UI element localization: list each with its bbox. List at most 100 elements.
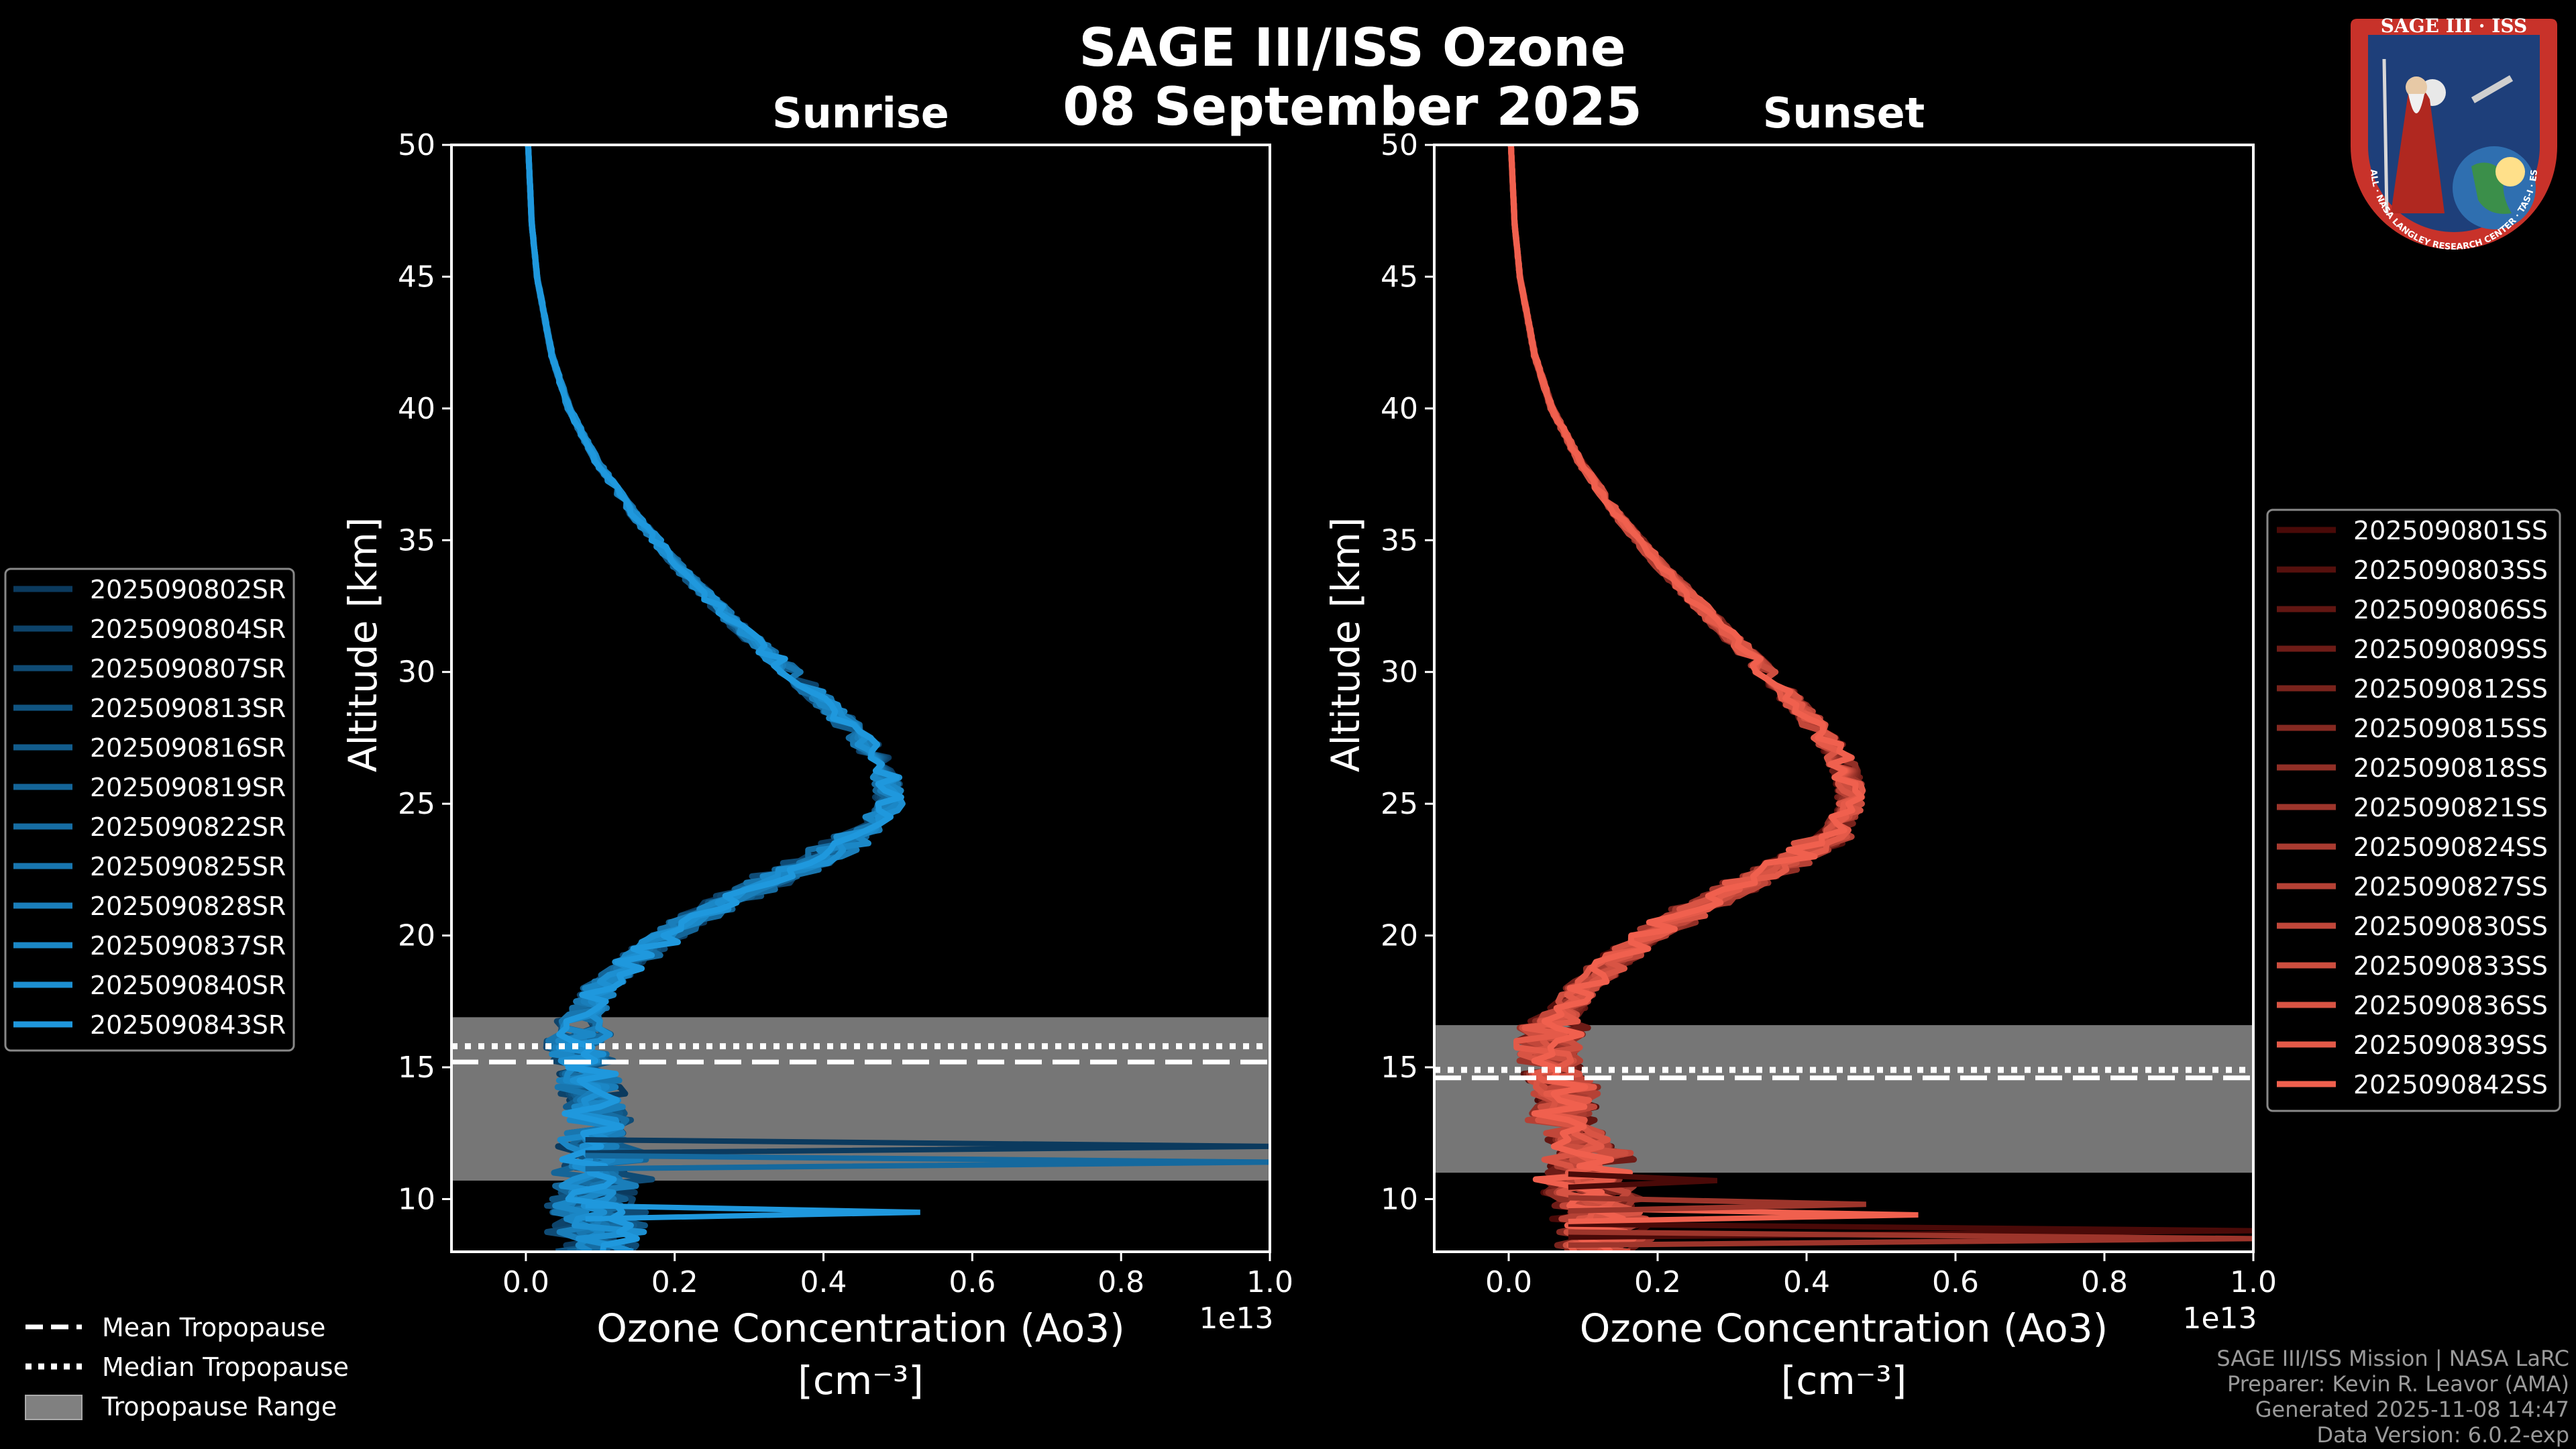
sunset-ytick-label: 15 <box>1381 1051 1418 1085</box>
legend-label-2025090827SS: 2025090827SS <box>2353 872 2548 902</box>
median-tropopause-label: Median Tropopause <box>102 1352 349 1382</box>
footer-data-version: Data Version: 6.0.2-exp <box>2316 1422 2569 1448</box>
legend-label-2025090830SS: 2025090830SS <box>2353 912 2548 941</box>
sunset-xlabel: Ozone Concentration (Ao3) <box>1580 1305 2108 1351</box>
sunset-spike-3 <box>1568 1171 1717 1190</box>
sunrise-ytick-label: 10 <box>398 1182 435 1216</box>
legend-label-2025090833SS: 2025090833SS <box>2353 951 2548 981</box>
sunrise-ytick-label: 45 <box>398 260 435 294</box>
footer-preparer: Preparer: Kevin R. Leavor (AMA) <box>2227 1371 2569 1397</box>
legend-label-2025090824SS: 2025090824SS <box>2353 833 2548 862</box>
sunset-xtick-label: 0.6 <box>1932 1265 1979 1299</box>
sunrise-xtick-label: 0.8 <box>1097 1265 1144 1299</box>
sunset-axes-frame <box>1433 144 2255 1253</box>
sunrise-legend-frame <box>4 568 295 1052</box>
sunset-xtick-label: 0.2 <box>1634 1265 1681 1299</box>
legend-label-2025090825SR: 2025090825SR <box>90 852 286 881</box>
footer: SAGE III/ISS Mission | NASA LaRC Prepare… <box>2216 1346 2569 1448</box>
legend-label-2025090843SR: 2025090843SR <box>90 1010 286 1040</box>
iss-icon <box>2471 75 2514 103</box>
sunrise-ylabel: Altitude [km] <box>340 517 386 772</box>
sunrise-spike-2 <box>585 1203 920 1222</box>
legend-label-2025090809SS: 2025090809SS <box>2353 635 2548 664</box>
sunrise-ytick-label: 40 <box>398 392 435 426</box>
sunrise-xtick-label: 0.0 <box>502 1265 549 1299</box>
legend-label-2025090806SS: 2025090806SS <box>2353 595 2548 625</box>
legend-label-2025090804SR: 2025090804SR <box>90 614 286 644</box>
sun-icon <box>2496 157 2525 186</box>
sunrise-legend: 2025090802SR 2025090804SR 2025090807SR 2025… <box>4 568 295 1052</box>
sunset-xlabel-units: [cm⁻³] <box>1781 1358 1907 1403</box>
sunrise-xtick-label: 0.6 <box>949 1265 996 1299</box>
sunset-ytick-label: 50 <box>1381 128 1418 162</box>
legend-label-2025090803SS: 2025090803SS <box>2353 555 2548 585</box>
legend-label-2025090821SS: 2025090821SS <box>2353 793 2548 822</box>
sage-iii-iss-logo: SAGE III · ISS BALL · NASA LANGLEY RESEA… <box>2344 12 2557 252</box>
sunset-ytick-label: 10 <box>1381 1182 1418 1216</box>
legend-label-2025090828SR: 2025090828SR <box>90 892 286 921</box>
wizard-face-icon <box>2406 76 2427 98</box>
sunrise-xtick-label: 1.0 <box>1246 1265 1293 1299</box>
series-2025090843SR <box>525 145 904 1252</box>
sunset-ytick-label: 40 <box>1381 392 1418 426</box>
sunset-xtick-label: 1.0 <box>2230 1265 2277 1299</box>
footer-mission: SAGE III/ISS Mission | NASA LaRC <box>2216 1346 2569 1371</box>
legend-label-2025090816SR: 2025090816SR <box>90 733 286 763</box>
sunrise-spike-1 <box>585 1152 1270 1172</box>
sunset-panel-title: Sunset <box>1763 89 1925 138</box>
sunrise-panel: 0.0 0.2 0.4 0.6 0.8 1.0 10 15 20 25 30 35 40 45 50 Sunr… <box>340 89 1293 1403</box>
sunset-spike-4 <box>1568 1195 1866 1214</box>
sunset-legend: 2025090801SS 2025090803SS 2025090806SS 2025… <box>2266 508 2561 1112</box>
legend-label-2025090837SR: 2025090837SR <box>90 931 286 961</box>
legend-label-2025090822SR: 2025090822SR <box>90 812 286 842</box>
sunset-ytick-label: 20 <box>1381 919 1418 953</box>
sunrise-xtick-label: 0.2 <box>651 1265 698 1299</box>
sunrise-x-multiplier: 1e13 <box>1199 1301 1273 1336</box>
wizard-beard-icon <box>2408 94 2424 113</box>
figure-date: 08 September 2025 <box>1063 77 1642 138</box>
sunset-panel: 0.0 0.2 0.4 0.6 0.8 1.0 10 15 20 25 30 35 40 45 50 Suns… <box>1323 89 2277 1403</box>
sunrise-ytick-label: 30 <box>398 655 435 690</box>
sunrise-axes-frame <box>450 144 1271 1253</box>
sunset-spike-1 <box>1568 1229 2253 1248</box>
legend-label-2025090840SR: 2025090840SR <box>90 971 286 1000</box>
legend-label-2025090812SS: 2025090812SS <box>2353 674 2548 704</box>
sunrise-xlabel: Ozone Concentration (Ao3) <box>596 1305 1125 1351</box>
sunset-ytick-label: 25 <box>1381 787 1418 821</box>
footer-generated: Generated 2025-11-08 14:47 <box>2255 1397 2569 1422</box>
legend-label-2025090819SR: 2025090819SR <box>90 773 286 802</box>
sunset-legend-frame <box>2266 508 2561 1112</box>
sunset-ytick-label: 30 <box>1381 655 1418 690</box>
mean-tropopause-label: Mean Tropopause <box>102 1313 325 1342</box>
legend-label-2025090813SR: 2025090813SR <box>90 694 286 723</box>
tropopause-legend: Mean Tropopause Median Tropopause Tropop… <box>25 1313 349 1421</box>
legend-label-2025090836SS: 2025090836SS <box>2353 991 2548 1020</box>
sunrise-ytick-label: 15 <box>398 1051 435 1085</box>
sunrise-profiles <box>525 145 1270 1252</box>
sunrise-xlabel-units: [cm⁻³] <box>798 1358 924 1403</box>
logo-title: SAGE III · ISS <box>2381 15 2527 37</box>
sunrise-spike-0 <box>585 1137 1270 1156</box>
sunset-xtick-label: 0.4 <box>1783 1265 1830 1299</box>
sunset-ytick-label: 45 <box>1381 260 1418 294</box>
legend-label-2025090815SS: 2025090815SS <box>2353 714 2548 743</box>
tropopause-range-swatch <box>25 1395 83 1420</box>
sunset-xtick-label: 0.8 <box>2081 1265 2128 1299</box>
sunset-xtick-label: 0.0 <box>1485 1265 1532 1299</box>
legend-label-2025090801SS: 2025090801SS <box>2353 516 2548 545</box>
sunrise-xtick-label: 0.4 <box>800 1265 847 1299</box>
legend-label-2025090802SR: 2025090802SR <box>90 575 286 604</box>
legend-label-2025090807SR: 2025090807SR <box>90 654 286 684</box>
legend-label-2025090818SS: 2025090818SS <box>2353 753 2548 783</box>
tropopause-range-label: Tropopause Range <box>101 1392 337 1421</box>
sunrise-ytick-label: 50 <box>398 128 435 162</box>
legend-label-2025090839SS: 2025090839SS <box>2353 1030 2548 1060</box>
wizard-staff-icon <box>2382 58 2389 214</box>
series-2025090842SS <box>1508 145 1865 1252</box>
sunset-x-multiplier: 1e13 <box>2182 1301 2257 1336</box>
sunrise-ytick-label: 20 <box>398 919 435 953</box>
sunset-ylabel: Altitude [km] <box>1323 517 1368 772</box>
sunrise-panel-title: Sunrise <box>772 89 949 138</box>
wizard-robe-icon <box>2391 86 2445 213</box>
